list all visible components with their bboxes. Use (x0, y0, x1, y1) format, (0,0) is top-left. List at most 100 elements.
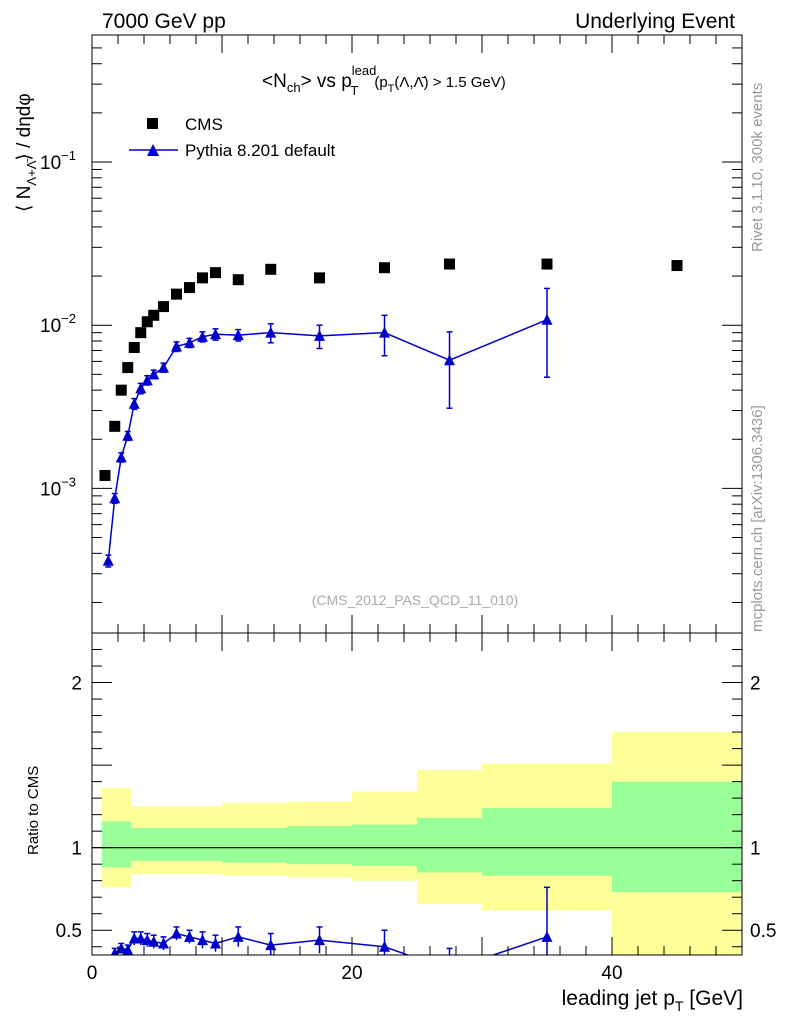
inner-uncertainty-band (482, 808, 612, 876)
analysis-watermark: (CMS_2012_PAS_QCD_11_010) (312, 592, 519, 608)
cms-data-point (115, 384, 127, 396)
pythia-ratio-point (141, 934, 153, 946)
pythia-data-point (115, 451, 127, 463)
inner-uncertainty-band (183, 827, 222, 861)
inner-uncertainty-band (118, 821, 131, 868)
cms-data-point (109, 420, 121, 432)
pythia-ratio-point (122, 944, 134, 955)
inner-uncertainty-band (612, 781, 742, 893)
pythia-data-point (158, 361, 169, 373)
x-tick-label: 20 (341, 963, 362, 984)
main-plot-data (99, 258, 683, 568)
pythia-data-point (541, 313, 553, 325)
pythia-ratio-point (184, 930, 195, 942)
pythia-ratio-point (171, 927, 182, 939)
pythia-ratio-point (379, 940, 390, 952)
pythia-data-point (197, 330, 208, 342)
pythia-data-point (122, 429, 134, 441)
pythia-ratio-point (148, 935, 160, 947)
cms-data-point (197, 272, 208, 284)
ratio-y-tick-label: 1 (71, 839, 82, 860)
pythia-ratio-point (135, 932, 147, 944)
pythia-ratio-point (197, 934, 208, 946)
y-tick-label: 10−1 (40, 148, 76, 174)
legend-cms-label: CMS (185, 115, 223, 134)
pythia-data-point (109, 492, 121, 504)
y-tick-label: 10−2 (40, 311, 76, 337)
inner-uncertainty-band (222, 827, 287, 863)
cms-data-point (158, 301, 169, 313)
cms-data-point (314, 272, 325, 284)
cms-data-point (128, 342, 140, 354)
ratio-y-tick-label: 0.5 (56, 921, 82, 942)
ratio-axis-ticks: 0.5 0.51 12 20 20 40 (56, 633, 776, 984)
cms-data-point (671, 260, 683, 272)
inner-uncertainty-band (144, 827, 157, 861)
pythia-data-point (184, 336, 195, 348)
inner-uncertainty-band (352, 824, 417, 866)
inner-uncertainty-band (131, 827, 144, 861)
cms-data-point (135, 327, 147, 339)
inner-uncertainty-band (287, 826, 352, 865)
x-tick-label: 40 (601, 963, 622, 984)
ratio-y-tick-label: 2 (71, 674, 82, 695)
main-y-axis-label: ⟨ NΛ+Λ̄⟩ / dηdφ (14, 93, 39, 212)
pythia-data-point (148, 368, 160, 380)
y-tick-label: 10−3 (40, 474, 76, 500)
legend: CMS Pythia 8.201 default (129, 115, 336, 160)
pythia-ratio-point (103, 957, 114, 968)
pythia-ratio-point (210, 937, 221, 949)
pythia-ratio-point (541, 930, 553, 942)
legend-cms-marker (147, 118, 158, 129)
pythia-data-point (265, 326, 277, 338)
ratio-y-tick-label-right: 0.5 (750, 921, 776, 942)
pythia-ratio-point (314, 934, 325, 946)
pythia-data-point (444, 354, 455, 366)
cms-data-point (122, 362, 134, 374)
legend-pythia-label: Pythia 8.201 default (185, 141, 336, 160)
cms-data-point (148, 309, 160, 321)
plot-title: <Nch> vs plead T (pT(Λ,Λ̄) > 1.5 GeV) (262, 63, 506, 98)
cms-data-point (541, 258, 553, 270)
x-tick-label: 0 (87, 963, 98, 984)
ratio-uncertainty-bands (101, 732, 742, 955)
inner-uncertainty-band (417, 817, 482, 873)
pythia-data-point (128, 397, 140, 409)
main-axis-ticks: 10−3 10−2 10−1 (40, 35, 743, 633)
pythia-ratio-point (158, 937, 169, 949)
cms-data-point (184, 282, 195, 294)
pythia-data-point (141, 374, 153, 386)
pythia-ratio-point (444, 964, 455, 975)
cms-data-point (232, 274, 244, 286)
pythia-data-point (171, 340, 182, 352)
cms-data-point (171, 288, 182, 300)
ratio-y-axis-label: Ratio to CMS (25, 766, 42, 855)
ratio-plot-frame (91, 632, 743, 956)
cms-data-point (210, 267, 221, 279)
inner-uncertainty-band (101, 821, 109, 868)
pythia-ratio-point (232, 930, 244, 942)
pythia-data-point (379, 326, 390, 338)
pythia-data-point (314, 329, 325, 341)
cms-data-point (141, 316, 153, 328)
process-label: Underlying Event (575, 10, 735, 33)
x-axis-label: leading jet pT [GeV] (562, 987, 743, 1014)
cms-data-point (99, 469, 111, 481)
cms-data-point (265, 263, 277, 275)
pythia-ratio-line (112, 932, 548, 955)
rivet-label: Rivet 3.1.10, 300k events (749, 83, 766, 252)
mcplots-label: mcplots.cern.ch [arXiv:1306.3436] (749, 405, 766, 632)
ratio-plot-data (92, 847, 742, 975)
energy-label: 7000 GeV pp (102, 10, 226, 33)
pythia-data-point (135, 382, 147, 394)
ratio-y-tick-label-right: 2 (750, 674, 761, 695)
pythia-line (107, 319, 548, 561)
inner-uncertainty-band (108, 821, 118, 868)
pythia-data-point (102, 554, 114, 566)
inner-uncertainty-band (157, 827, 183, 861)
cms-data-point (444, 258, 455, 270)
cms-data-point (379, 262, 390, 274)
pythia-data-point (210, 328, 221, 340)
ratio-y-tick-label-right: 1 (750, 839, 761, 860)
